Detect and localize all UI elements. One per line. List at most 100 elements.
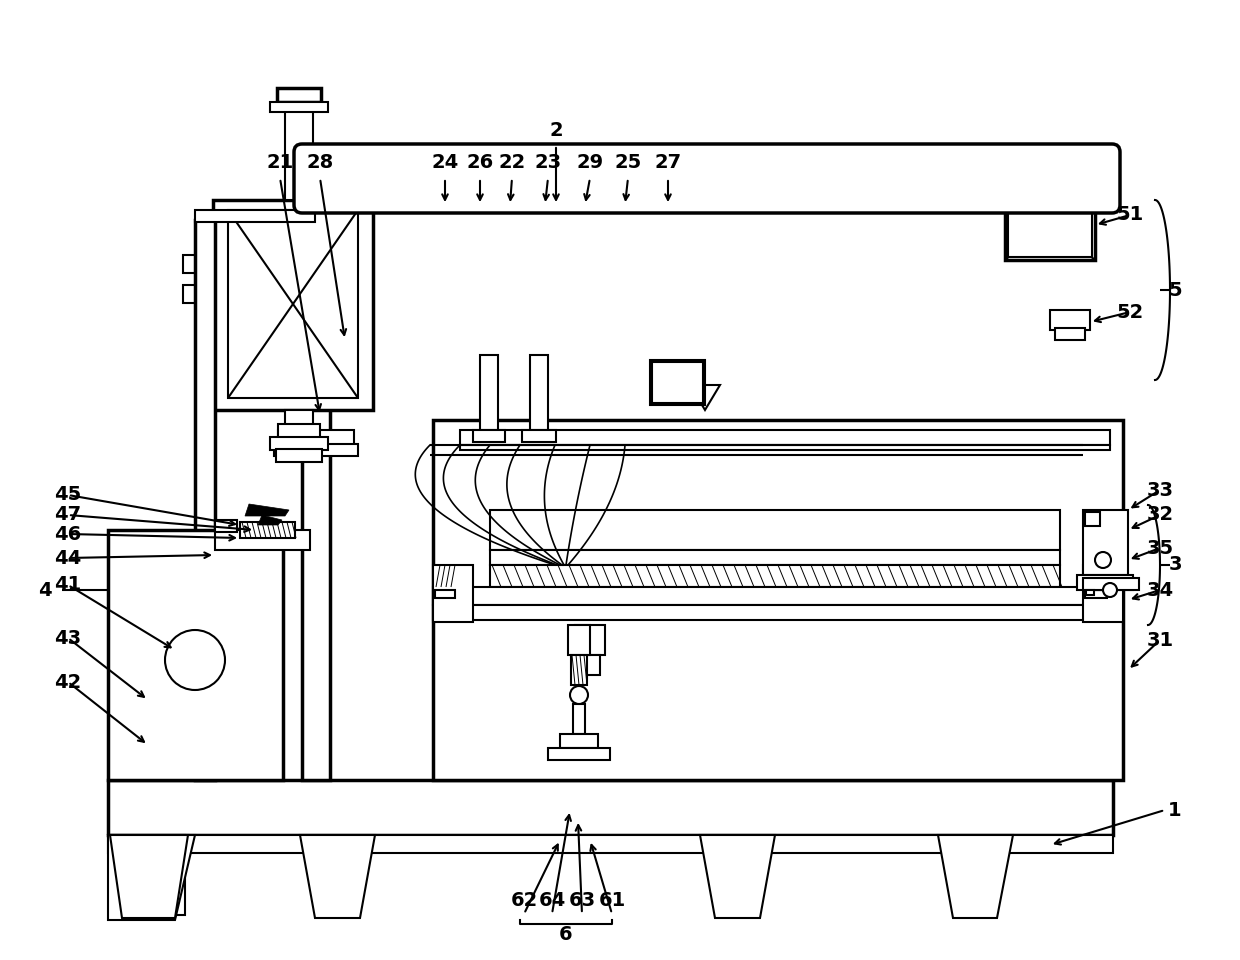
Text: 5: 5 — [1168, 280, 1182, 300]
Text: 62: 62 — [511, 891, 538, 909]
Text: 64: 64 — [538, 891, 565, 909]
Text: 45: 45 — [55, 486, 82, 505]
Bar — [285, 410, 312, 426]
Bar — [1086, 590, 1094, 595]
Polygon shape — [258, 515, 281, 525]
Bar — [215, 530, 310, 550]
Bar — [460, 445, 1110, 450]
Text: 2: 2 — [549, 121, 563, 139]
Bar — [108, 835, 1114, 853]
Bar — [1085, 590, 1107, 598]
Bar — [650, 360, 706, 405]
Text: 1: 1 — [1168, 801, 1182, 820]
Bar — [184, 285, 213, 303]
Bar — [108, 530, 283, 780]
Text: 34: 34 — [1147, 581, 1173, 599]
Bar — [472, 430, 505, 442]
Text: 32: 32 — [1147, 506, 1173, 524]
Text: 63: 63 — [568, 891, 595, 909]
Text: 21: 21 — [267, 153, 294, 172]
Bar — [433, 587, 1123, 605]
Bar — [433, 420, 1123, 780]
Bar — [1078, 575, 1133, 590]
Bar — [1055, 328, 1085, 340]
Text: 41: 41 — [55, 575, 82, 594]
Bar — [560, 734, 598, 748]
Text: 51: 51 — [1116, 205, 1143, 225]
Text: 27: 27 — [655, 153, 682, 172]
Bar — [480, 355, 498, 430]
Bar — [1008, 188, 1092, 257]
Bar — [573, 704, 585, 734]
Bar — [278, 430, 353, 445]
Bar — [570, 655, 587, 685]
Bar — [270, 437, 329, 450]
Bar — [228, 210, 358, 398]
Bar — [433, 605, 1123, 620]
Bar — [277, 88, 321, 102]
Bar — [303, 355, 330, 780]
Bar — [490, 510, 1060, 550]
Text: 31: 31 — [1147, 631, 1173, 650]
Bar — [274, 444, 358, 456]
Bar — [1083, 565, 1123, 622]
Polygon shape — [701, 835, 775, 918]
Bar — [215, 520, 237, 532]
Bar — [277, 449, 322, 462]
Text: 4: 4 — [38, 581, 52, 599]
Circle shape — [1104, 583, 1117, 597]
Bar — [568, 625, 590, 655]
Text: 6: 6 — [559, 925, 573, 945]
Polygon shape — [689, 385, 720, 410]
Bar — [1050, 310, 1090, 330]
Bar — [184, 255, 213, 273]
Bar — [241, 522, 295, 538]
Polygon shape — [300, 835, 374, 918]
Text: 44: 44 — [55, 548, 82, 567]
Circle shape — [570, 686, 588, 704]
Bar — [548, 748, 610, 760]
Bar — [433, 565, 472, 622]
Text: 43: 43 — [55, 629, 82, 647]
Bar — [529, 355, 548, 430]
Text: 52: 52 — [1116, 302, 1143, 322]
Text: 3: 3 — [1168, 556, 1182, 574]
Bar — [1083, 578, 1140, 590]
Bar — [270, 102, 329, 112]
Bar — [652, 362, 703, 403]
Text: 42: 42 — [55, 673, 82, 691]
Bar — [490, 550, 1060, 565]
Bar — [522, 430, 556, 442]
Polygon shape — [937, 835, 1013, 918]
Text: 28: 28 — [306, 153, 334, 172]
Polygon shape — [108, 835, 185, 915]
Text: 47: 47 — [55, 506, 82, 524]
Bar — [575, 625, 605, 655]
Text: 24: 24 — [432, 153, 459, 172]
Polygon shape — [110, 835, 188, 918]
Bar — [108, 780, 1114, 835]
Text: 26: 26 — [466, 153, 494, 172]
Text: 46: 46 — [55, 524, 82, 543]
Text: 61: 61 — [599, 891, 626, 909]
Bar — [435, 590, 455, 598]
Bar — [460, 430, 1110, 445]
Bar — [490, 565, 1060, 587]
Circle shape — [1095, 552, 1111, 568]
Text: 25: 25 — [614, 153, 641, 172]
FancyBboxPatch shape — [294, 144, 1120, 213]
Bar — [1083, 510, 1128, 575]
Bar — [1085, 512, 1100, 526]
Bar — [580, 655, 600, 675]
Bar — [285, 100, 312, 200]
Text: 33: 33 — [1147, 481, 1173, 499]
Bar — [195, 210, 315, 222]
Polygon shape — [108, 835, 195, 920]
Bar — [1004, 185, 1095, 260]
Circle shape — [165, 630, 224, 690]
Text: 22: 22 — [498, 153, 526, 172]
Polygon shape — [246, 504, 289, 516]
Text: 29: 29 — [577, 153, 604, 172]
Bar — [195, 220, 215, 780]
Bar — [278, 424, 320, 438]
